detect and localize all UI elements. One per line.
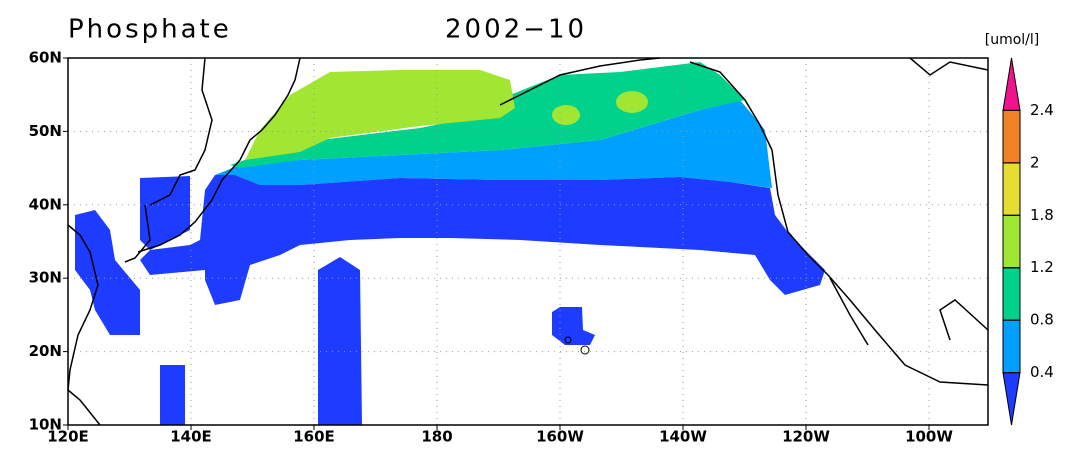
- region: [215, 100, 772, 188]
- colorbar-segment: [1002, 214, 1021, 269]
- x-label: 160E: [293, 428, 335, 446]
- colorbar-label: 2.4: [1030, 101, 1054, 119]
- coast: [829, 277, 869, 346]
- colorbar-segment: [1002, 162, 1021, 216]
- coast: [124, 204, 151, 263]
- colorbar-label: 1.8: [1030, 206, 1054, 224]
- region: [318, 257, 362, 425]
- y-label: 20N: [29, 342, 62, 360]
- coast: [939, 299, 989, 341]
- coast: [499, 57, 661, 106]
- field: [75, 62, 825, 425]
- region: [160, 365, 185, 425]
- colorbar-label: 0.8: [1030, 311, 1054, 329]
- x-label: 120E: [47, 428, 89, 446]
- region: [140, 175, 825, 305]
- x-label: 180: [421, 428, 452, 446]
- y-label: 60N: [29, 49, 62, 67]
- title: Phosphate: [68, 15, 232, 45]
- coast: [689, 61, 989, 386]
- x-label: 160W: [536, 428, 584, 446]
- coast: [249, 57, 301, 141]
- region: [616, 91, 648, 113]
- x-label: 100W: [905, 428, 953, 446]
- colorbar-segment: [1002, 267, 1021, 321]
- map-frame: [67, 57, 989, 426]
- coast: [137, 139, 251, 253]
- colorbar-segment: [1002, 57, 1021, 111]
- colorbar-label: 0.4: [1030, 363, 1054, 381]
- colorbar-segment: [1002, 319, 1021, 374]
- colorbar-label: 2: [1030, 153, 1040, 171]
- colorbar: 0.4 0.8 1.2 1.8 2 2.4: [1002, 57, 1054, 426]
- x-label: 120W: [782, 428, 830, 446]
- coast: [67, 224, 99, 391]
- x-label: 140W: [659, 428, 707, 446]
- colorbar-label: 1.2: [1030, 258, 1054, 276]
- colorbar-segment: [1002, 109, 1021, 164]
- coast: [149, 57, 213, 206]
- region: [75, 210, 140, 335]
- unit: [umol/l]: [985, 32, 1040, 48]
- date: 2002−10: [445, 15, 587, 45]
- colorbar-segment: [1002, 372, 1021, 426]
- x-label: 140E: [170, 428, 212, 446]
- island: [580, 345, 590, 355]
- coast: [909, 57, 989, 76]
- region: [552, 307, 595, 345]
- y-label: 40N: [29, 195, 62, 213]
- region: [552, 105, 580, 125]
- island: [564, 336, 572, 344]
- region: [245, 70, 515, 160]
- y-label: 10N: [29, 416, 62, 434]
- coast: [67, 389, 101, 426]
- region: [140, 176, 190, 250]
- y-label: 30N: [29, 269, 62, 287]
- coastlines: [67, 57, 989, 426]
- y-label: 50N: [29, 122, 62, 140]
